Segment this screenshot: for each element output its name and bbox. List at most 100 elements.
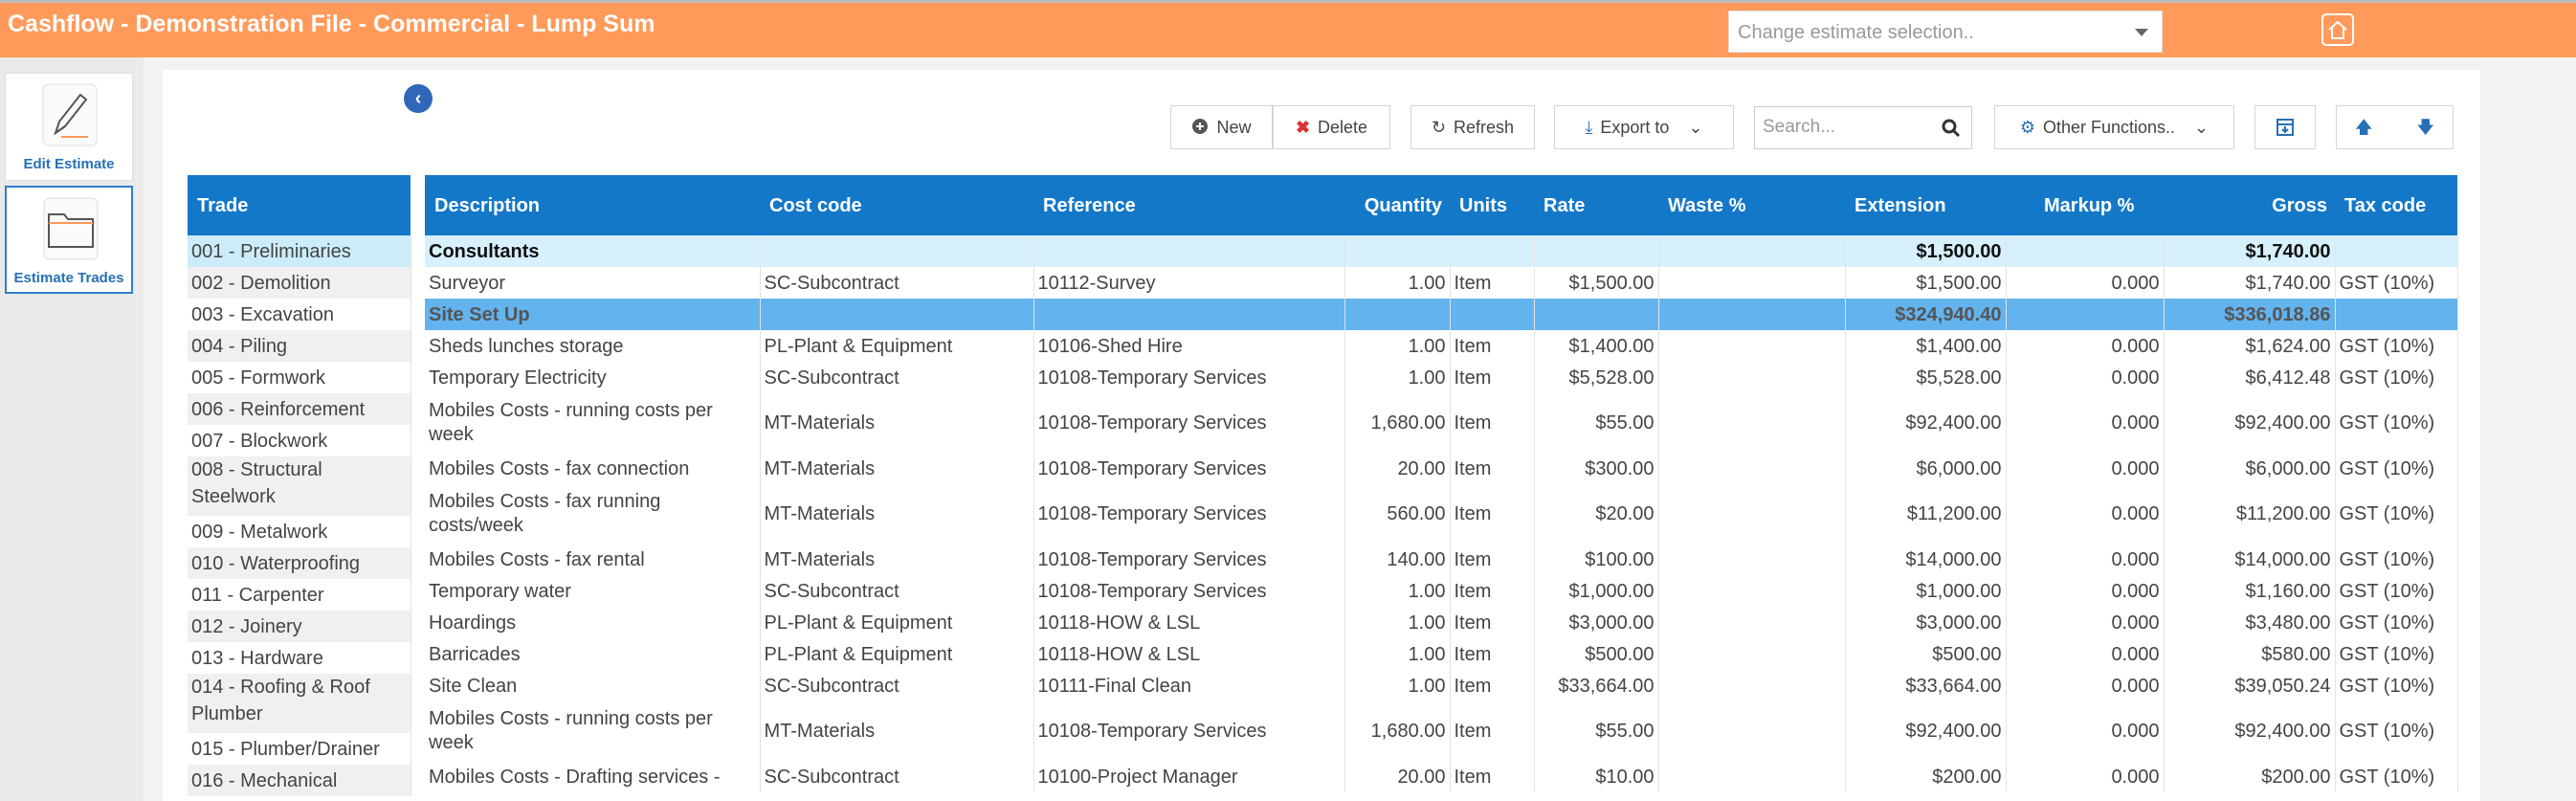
column-header-tax-code[interactable]: Tax code [2335, 175, 2457, 235]
home-button[interactable] [2320, 12, 2356, 47]
other-functions-label: Other Functions.. [2042, 117, 2176, 137]
trade-row[interactable]: 008 - Structural Steelwork [188, 456, 411, 516]
trade-row[interactable]: 003 - Excavation [188, 299, 411, 330]
cell-tax: GST (10%) [2335, 701, 2458, 761]
sidebar-item-label: Estimate Trades [13, 270, 124, 286]
item-row[interactable]: Mobiles Costs - fax running costs/week MT… [425, 484, 2458, 544]
cell-desc: Temporary Electricity [425, 362, 761, 393]
archive-button[interactable] [2254, 105, 2316, 149]
group-row[interactable]: Site Set Up $324,940.40 $336,018.86 [425, 299, 2458, 330]
cell-desc: Mobiles Costs - running costs per week [425, 701, 761, 761]
trade-row[interactable]: 015 - Plumber/Drainer [188, 733, 411, 765]
item-row[interactable]: Hoardings PL-Plant & Equipment 10118-HOW &… [425, 607, 2458, 638]
item-row[interactable]: Mobiles Costs - running costs per week MT… [425, 393, 2458, 453]
chevron-down-icon [2135, 29, 2148, 36]
item-row[interactable]: Sheds lunches storage PL-Plant & Equipmen… [425, 330, 2458, 362]
trade-row[interactable]: 009 - Metalwork [188, 516, 411, 547]
trade-row[interactable]: 013 - Hardware [188, 642, 411, 674]
column-header-reference[interactable]: Reference [1033, 175, 1344, 235]
cell-tax: GST (10%) [2335, 453, 2458, 484]
cell-desc: Consultants [425, 235, 761, 267]
trade-row[interactable]: 002 - Demolition [188, 267, 411, 299]
trade-row[interactable]: 006 - Reinforcement [188, 393, 411, 425]
cell-cost: MT-Materials [760, 484, 1034, 544]
cell-waste [1658, 330, 1846, 362]
cell-gross: $14,000.00 [2164, 544, 2336, 575]
cell-rate: $55.00 [1534, 701, 1659, 761]
collapse-panel-button[interactable]: ‹ [404, 84, 433, 113]
column-header-waste[interactable]: Waste % [1658, 175, 1845, 235]
trade-cell: 009 - Metalwork [188, 516, 411, 547]
column-header-description[interactable]: Description [425, 175, 760, 235]
trade-row[interactable]: 007 - Blockwork [188, 425, 411, 456]
trade-column-header[interactable]: Trade [188, 175, 411, 235]
item-row[interactable]: Temporary Electricity SC-Subcontract 10108… [425, 362, 2458, 393]
new-button[interactable]: New [1170, 105, 1273, 149]
cell-markup: 0.000 [2006, 544, 2165, 575]
trade-cell: 011 - Carpenter [188, 579, 411, 611]
column-header-markup[interactable]: Markup % [2006, 175, 2164, 235]
item-row[interactable]: Surveyor SC-Subcontract 10112-Survey 1.00 It… [425, 267, 2458, 299]
item-row[interactable]: Temporary water SC-Subcontract 10108-Tempo… [425, 575, 2458, 607]
cell-ext: $92,400.00 [1845, 393, 2007, 453]
column-header-extension[interactable]: Extension [1845, 175, 2006, 235]
item-row[interactable]: Mobiles Costs - fax connection MT-Materia… [425, 453, 2458, 484]
sidebar-item-edit-estimate[interactable]: Edit Estimate [5, 73, 133, 181]
trade-table: Trade 001 - Preliminaries 002 - Demolitio… [188, 175, 411, 796]
trade-row[interactable]: 005 - Formwork [188, 362, 411, 393]
cell-ext: $500.00 [1845, 638, 2007, 670]
arrow-down-icon[interactable]: 🡇 [2416, 118, 2434, 137]
column-header-cost-code[interactable]: Cost code [760, 175, 1033, 235]
group-row[interactable]: Consultants $1,500.00 $1,740.00 [425, 235, 2458, 267]
cell-markup: 0.000 [2006, 330, 2165, 362]
cell-ref [1033, 235, 1345, 267]
cell-markup [2006, 235, 2165, 267]
download-icon: ⤓ [1585, 118, 1593, 137]
trade-cell: 012 - Joinery [188, 611, 411, 642]
cell-cost: SC-Subcontract [760, 575, 1034, 607]
cell-ext: $11,200.00 [1845, 484, 2007, 544]
cell-desc: Barricades [425, 638, 761, 670]
cell-gross: $1,160.00 [2164, 575, 2336, 607]
cell-qty: 1.00 [1344, 267, 1451, 299]
estimate-select[interactable]: Change estimate selection.. [1728, 11, 2163, 53]
item-row[interactable]: Mobiles Costs - running costs per week MT… [425, 701, 2458, 761]
cell-qty: 1.00 [1344, 330, 1451, 362]
column-header-quantity[interactable]: Quantity [1344, 175, 1450, 235]
cell-desc: Surveyor [425, 267, 761, 299]
item-row[interactable]: Mobiles Costs - Drafting services - SC-Su… [425, 761, 2458, 792]
trade-cell: 014 - Roofing & Roof Plumber [188, 674, 411, 733]
column-header-units[interactable]: Units [1450, 175, 1534, 235]
arrow-up-icon[interactable]: 🡅 [2354, 118, 2373, 137]
cell-ext: $5,528.00 [1845, 362, 2007, 393]
move-buttons: 🡅 🡇 [2336, 105, 2454, 149]
column-header-rate[interactable]: Rate [1534, 175, 1658, 235]
cell-markup: 0.000 [2006, 607, 2165, 638]
export-dropdown-button[interactable]: ⤓ Export to ⌄ [1554, 105, 1734, 149]
item-row[interactable]: Site Clean SC-Subcontract 10111-Final Clea… [425, 670, 2458, 701]
refresh-icon: ↻ [1431, 118, 1447, 137]
plus-circle-icon [1191, 118, 1209, 138]
cell-units: Item [1450, 453, 1535, 484]
cell-cost: PL-Plant & Equipment [760, 330, 1034, 362]
delete-button[interactable]: ✖ Delete [1273, 105, 1390, 149]
item-row[interactable]: Barricades PL-Plant & Equipment 10118-HOW … [425, 638, 2458, 670]
trade-row[interactable]: 012 - Joinery [188, 611, 411, 642]
cell-rate: $100.00 [1534, 544, 1659, 575]
cell-waste [1658, 453, 1846, 484]
pencil-icon [42, 83, 98, 146]
refresh-button[interactable]: ↻ Refresh [1410, 105, 1535, 149]
item-row[interactable]: Mobiles Costs - fax rental MT-Materials 10… [425, 544, 2458, 575]
cell-waste [1658, 761, 1846, 792]
trade-row[interactable]: 014 - Roofing & Roof Plumber [188, 674, 411, 733]
cell-ref: 10106-Shed Hire [1033, 330, 1345, 362]
other-functions-dropdown[interactable]: ⚙ Other Functions.. ⌄ [1994, 105, 2234, 149]
trade-row[interactable]: 001 - Preliminaries [188, 235, 411, 267]
trade-row[interactable]: 010 - Waterproofing [188, 547, 411, 579]
trade-row[interactable]: 011 - Carpenter [188, 579, 411, 611]
sidebar-item-estimate-trades[interactable]: Estimate Trades [5, 186, 133, 294]
trade-row[interactable]: 004 - Piling [188, 330, 411, 362]
column-header-gross[interactable]: Gross [2164, 175, 2335, 235]
search-input[interactable] [1755, 107, 1935, 146]
trade-row[interactable]: 016 - Mechanical [188, 765, 411, 796]
